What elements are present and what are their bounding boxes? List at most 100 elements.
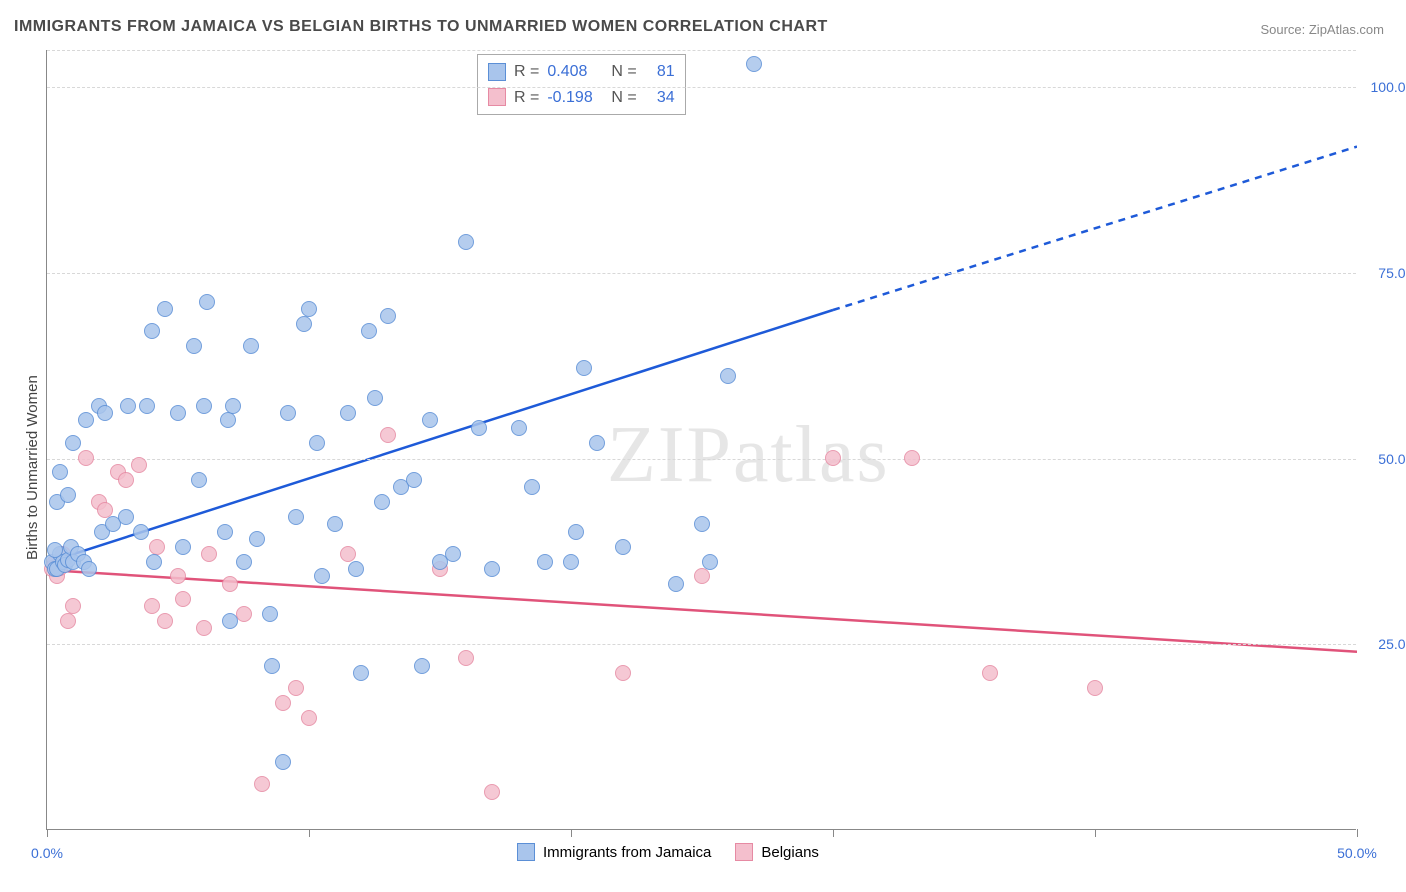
gridline-h: [47, 644, 1356, 645]
watermark-text: ZIPatlas: [607, 410, 890, 501]
gridline-h: [47, 273, 1356, 274]
x-tick: [47, 829, 48, 837]
r-label: R =: [514, 59, 539, 85]
point-jamaica: [563, 554, 579, 570]
point-jamaica: [414, 658, 430, 674]
point-jamaica: [301, 301, 317, 317]
point-belgians: [301, 710, 317, 726]
point-jamaica: [81, 561, 97, 577]
point-jamaica: [702, 554, 718, 570]
belgians-n-value: 34: [645, 85, 675, 111]
point-jamaica: [353, 665, 369, 681]
point-jamaica: [568, 524, 584, 540]
point-jamaica: [348, 561, 364, 577]
point-jamaica: [249, 531, 265, 547]
n-label: N =: [611, 59, 636, 85]
jamaica-n-value: 81: [645, 59, 675, 85]
swatch-jamaica: [488, 63, 506, 81]
y-axis-label: Births to Unmarried Women: [24, 375, 41, 560]
point-jamaica: [471, 420, 487, 436]
point-belgians: [458, 650, 474, 666]
point-jamaica: [361, 323, 377, 339]
source-prefix: Source:: [1260, 22, 1308, 37]
x-tick: [1095, 829, 1096, 837]
point-jamaica: [139, 398, 155, 414]
point-belgians: [78, 450, 94, 466]
point-belgians: [904, 450, 920, 466]
trend-line: [47, 310, 833, 563]
point-jamaica: [484, 561, 500, 577]
point-jamaica: [60, 487, 76, 503]
point-jamaica: [589, 435, 605, 451]
point-jamaica: [118, 509, 134, 525]
x-tick: [833, 829, 834, 837]
chart-title: IMMIGRANTS FROM JAMAICA VS BELGIAN BIRTH…: [14, 18, 828, 36]
legend-row-jamaica: R = 0.408 N = 81: [488, 59, 675, 85]
point-jamaica: [199, 294, 215, 310]
gridline-h: [47, 87, 1356, 88]
x-tick: [1357, 829, 1358, 837]
swatch-jamaica: [517, 843, 535, 861]
point-jamaica: [191, 472, 207, 488]
point-jamaica: [175, 539, 191, 555]
point-belgians: [254, 776, 270, 792]
point-jamaica: [576, 360, 592, 376]
point-jamaica: [367, 390, 383, 406]
point-jamaica: [280, 405, 296, 421]
point-jamaica: [144, 323, 160, 339]
point-belgians: [149, 539, 165, 555]
point-jamaica: [746, 56, 762, 72]
point-jamaica: [615, 539, 631, 555]
point-belgians: [340, 546, 356, 562]
y-tick-label: 50.0%: [1378, 451, 1406, 467]
point-jamaica: [694, 516, 710, 532]
point-jamaica: [186, 338, 202, 354]
point-jamaica: [243, 338, 259, 354]
point-jamaica: [52, 464, 68, 480]
point-belgians: [196, 620, 212, 636]
y-tick-label: 75.0%: [1378, 265, 1406, 281]
gridline-h: [47, 459, 1356, 460]
point-jamaica: [236, 554, 252, 570]
point-jamaica: [262, 606, 278, 622]
point-jamaica: [524, 479, 540, 495]
legend-item-belgians: Belgians: [735, 843, 819, 861]
point-jamaica: [217, 524, 233, 540]
swatch-belgians: [735, 843, 753, 861]
point-belgians: [60, 613, 76, 629]
point-belgians: [222, 576, 238, 592]
point-belgians: [65, 598, 81, 614]
point-jamaica: [445, 546, 461, 562]
point-jamaica: [288, 509, 304, 525]
belgians-label: Belgians: [761, 844, 819, 861]
point-jamaica: [222, 613, 238, 629]
point-jamaica: [458, 234, 474, 250]
point-belgians: [1087, 680, 1103, 696]
belgians-r-value: -0.198: [547, 85, 603, 111]
series-legend: Immigrants from Jamaica Belgians: [517, 843, 819, 861]
y-tick-label: 100.0%: [1371, 79, 1406, 95]
point-jamaica: [720, 368, 736, 384]
point-jamaica: [406, 472, 422, 488]
scatter-plot-area: ZIPatlas R = 0.408 N = 81 R = -0.198 N =…: [46, 50, 1356, 830]
point-jamaica: [537, 554, 553, 570]
point-jamaica: [225, 398, 241, 414]
source-attribution: Source: ZipAtlas.com: [1260, 22, 1384, 37]
point-belgians: [157, 613, 173, 629]
n-label: N =: [611, 85, 636, 111]
x-tick-label: 0.0%: [31, 845, 63, 861]
point-jamaica: [275, 754, 291, 770]
point-jamaica: [380, 308, 396, 324]
point-belgians: [170, 568, 186, 584]
point-jamaica: [120, 398, 136, 414]
point-belgians: [484, 784, 500, 800]
point-belgians: [380, 427, 396, 443]
point-jamaica: [374, 494, 390, 510]
point-jamaica: [264, 658, 280, 674]
x-tick: [309, 829, 310, 837]
y-tick-label: 25.0%: [1378, 636, 1406, 652]
x-tick-label: 50.0%: [1337, 845, 1377, 861]
point-belgians: [275, 695, 291, 711]
point-jamaica: [65, 435, 81, 451]
point-jamaica: [511, 420, 527, 436]
